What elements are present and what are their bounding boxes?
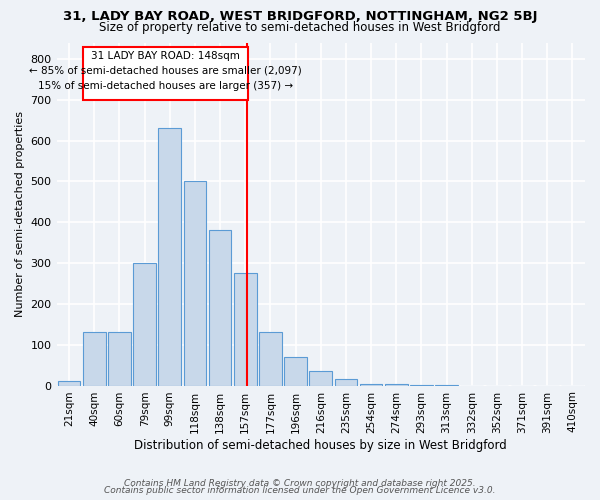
Text: 15% of semi-detached houses are larger (357) →: 15% of semi-detached houses are larger (… [38, 81, 293, 91]
Text: Size of property relative to semi-detached houses in West Bridgford: Size of property relative to semi-detach… [99, 21, 501, 34]
Bar [410, 385, 433, 386]
Text: Contains HM Land Registry data © Crown copyright and database right 2025.: Contains HM Land Registry data © Crown c… [124, 478, 476, 488]
Bar [259, 332, 282, 386]
FancyBboxPatch shape [83, 46, 248, 100]
Bar [58, 382, 80, 386]
Text: Contains public sector information licensed under the Open Government Licence v3: Contains public sector information licen… [104, 486, 496, 495]
Text: ← 85% of semi-detached houses are smaller (2,097): ← 85% of semi-detached houses are smalle… [29, 66, 302, 76]
Bar [234, 274, 257, 386]
Text: 31 LADY BAY ROAD: 148sqm: 31 LADY BAY ROAD: 148sqm [91, 50, 240, 60]
Bar [310, 372, 332, 386]
Text: 31, LADY BAY ROAD, WEST BRIDGFORD, NOTTINGHAM, NG2 5BJ: 31, LADY BAY ROAD, WEST BRIDGFORD, NOTTI… [63, 10, 537, 23]
Bar [385, 384, 407, 386]
Bar [335, 380, 357, 386]
Bar [133, 263, 156, 386]
Bar [360, 384, 382, 386]
Bar [158, 128, 181, 386]
X-axis label: Distribution of semi-detached houses by size in West Bridgford: Distribution of semi-detached houses by … [134, 440, 507, 452]
Y-axis label: Number of semi-detached properties: Number of semi-detached properties [15, 111, 25, 317]
Bar [184, 182, 206, 386]
Bar [284, 357, 307, 386]
Bar [108, 332, 131, 386]
Bar [83, 332, 106, 386]
Bar [209, 230, 232, 386]
